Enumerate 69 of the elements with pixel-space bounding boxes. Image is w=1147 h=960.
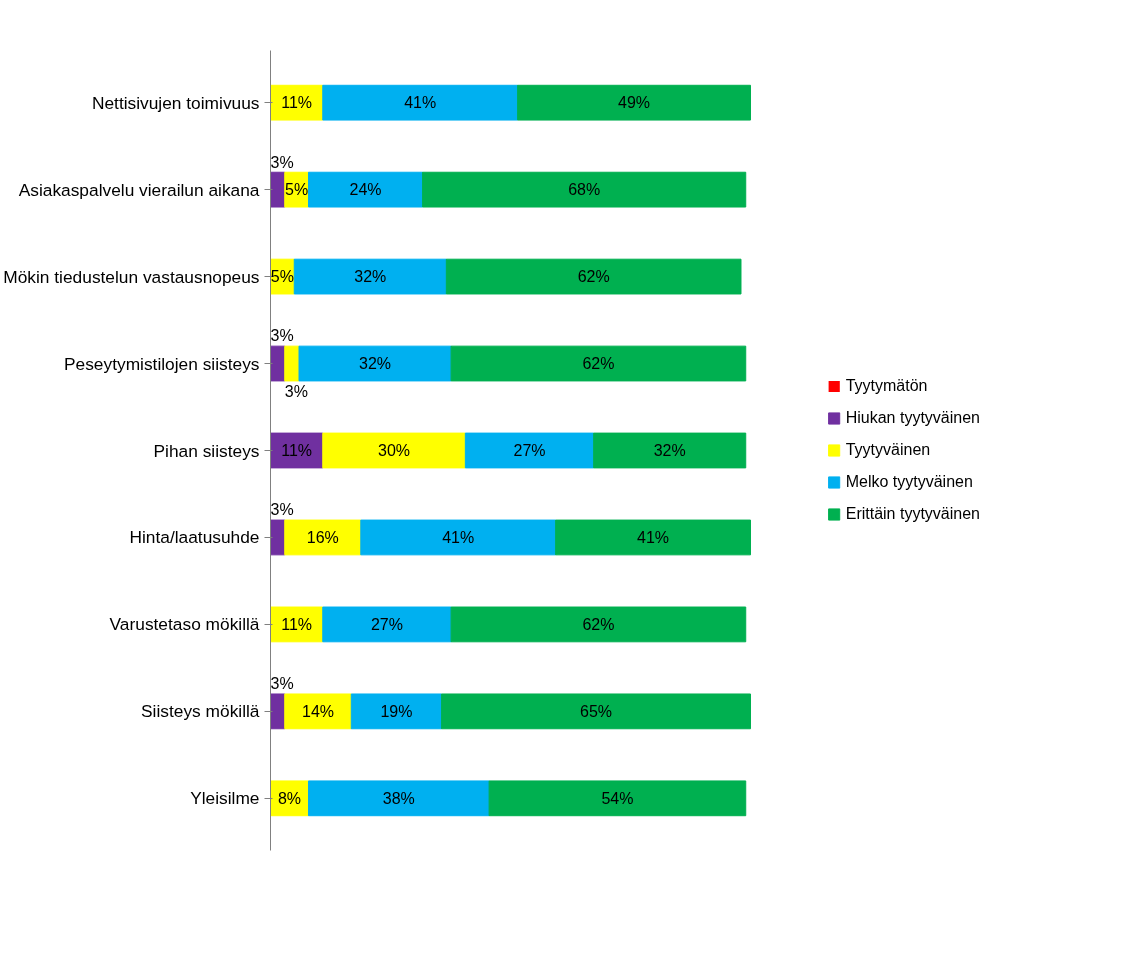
bar: [308, 171, 424, 208]
bar: [322, 432, 466, 469]
bar: [593, 432, 747, 469]
bar: [284, 693, 352, 730]
data-label: 32%: [354, 268, 387, 286]
y-tick-label: Pihan siisteys: [153, 440, 260, 461]
bar: [488, 780, 747, 817]
bar: [450, 345, 747, 382]
bar: [555, 519, 751, 556]
data-label: 19%: [380, 702, 413, 720]
bar: [464, 432, 595, 469]
y-tick-label: Peseytymistilojen siisteys: [64, 353, 260, 374]
bar: [450, 606, 747, 643]
legend-label: Melko tyytyväinen: [845, 473, 973, 491]
data-label: 62%: [582, 355, 615, 373]
legend-label: Erittäin tyytyväinen: [845, 505, 980, 523]
data-label: 62%: [577, 268, 610, 286]
data-label: 41%: [404, 94, 437, 112]
data-label: 5%: [270, 268, 294, 286]
data-label: 49%: [618, 94, 651, 112]
bar: [270, 432, 324, 469]
y-tick-label: Nettisivujen toimivuus: [91, 92, 260, 113]
y-tick-label: Varustetaso mökillä: [109, 614, 260, 635]
data-label: 3%: [270, 675, 294, 693]
data-label: 32%: [359, 355, 392, 373]
data-label: 54%: [601, 789, 634, 807]
data-label: 41%: [442, 528, 475, 546]
bar: [284, 345, 300, 382]
y-tick-label: Hinta/laatusuhde: [129, 527, 260, 548]
data-label: 68%: [568, 181, 601, 199]
bar: [308, 780, 490, 817]
data-label: 8%: [277, 789, 302, 807]
bar: [322, 606, 452, 643]
data-label: 5%: [285, 181, 309, 199]
bar: [322, 84, 519, 121]
bar: [293, 258, 447, 295]
data-label: 38%: [382, 789, 415, 807]
data-label: 27%: [370, 615, 403, 633]
data-label: 3%: [270, 153, 294, 171]
data-label: 24%: [349, 181, 382, 199]
bar: [422, 171, 747, 208]
legend-label: Tyytymätön: [845, 377, 928, 395]
bar: [284, 519, 362, 556]
data-label: 14%: [302, 702, 335, 720]
y-tick-label: Siisteys mökillä: [141, 701, 260, 722]
data-label: 11%: [281, 615, 313, 633]
bar: [517, 84, 751, 121]
bar: [298, 345, 452, 382]
data-label: 32%: [653, 442, 686, 459]
data-label: 41%: [637, 528, 670, 546]
y-tick-label: Mökin tiedustelun vastausnopeus: [3, 266, 260, 287]
bar: [360, 519, 557, 556]
data-label: 3%: [284, 382, 308, 400]
data-label: 30%: [378, 442, 411, 459]
data-label: 11%: [281, 442, 313, 459]
bar: [445, 258, 742, 295]
legend-label: Hiukan tyytyväinen: [845, 409, 980, 427]
legend-label: Tyytyväinen: [845, 441, 931, 459]
data-label: 3%: [270, 327, 294, 345]
data-label: 65%: [580, 702, 613, 720]
data-label: 16%: [306, 528, 339, 546]
data-label: 27%: [513, 442, 546, 459]
y-tick-label: Asiakaspalvelu vierailun aikana: [18, 179, 260, 200]
data-label: 62%: [582, 615, 615, 633]
y-tick-label: Yleisilme: [190, 788, 260, 809]
bar: [350, 693, 443, 730]
data-label: 11%: [281, 94, 313, 112]
data-label: 3%: [270, 501, 294, 519]
bar: [441, 693, 751, 730]
